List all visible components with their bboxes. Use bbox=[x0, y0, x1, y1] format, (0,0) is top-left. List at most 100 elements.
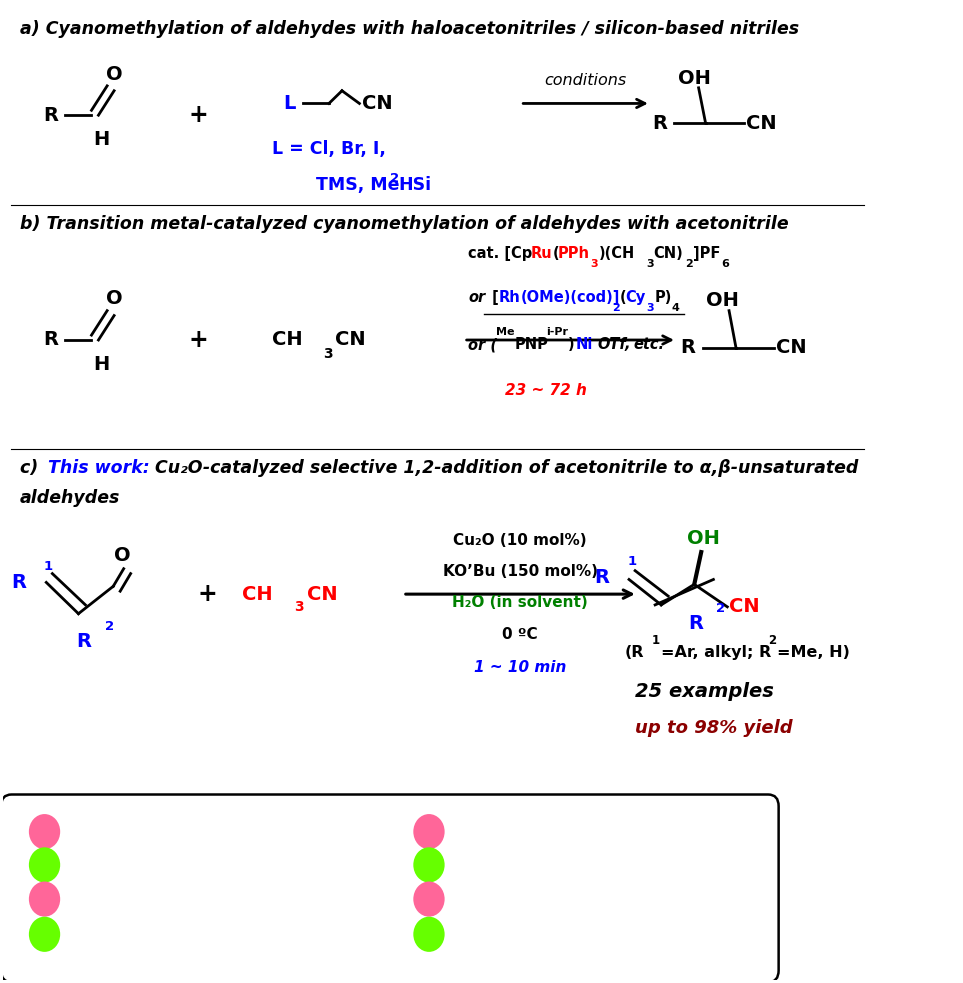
Text: 3: 3 bbox=[646, 303, 654, 313]
Text: (: ( bbox=[619, 290, 626, 306]
Text: 3: 3 bbox=[323, 347, 332, 361]
Text: O: O bbox=[114, 546, 130, 564]
Circle shape bbox=[413, 814, 445, 849]
Circle shape bbox=[413, 847, 445, 883]
Text: OH: OH bbox=[678, 69, 711, 87]
Text: cheap Cu₂O as the catalyst: cheap Cu₂O as the catalyst bbox=[74, 823, 325, 840]
Text: 2: 2 bbox=[105, 620, 114, 633]
Text: CN: CN bbox=[362, 94, 393, 113]
Text: gram-scale synthesis: gram-scale synthesis bbox=[458, 856, 657, 874]
Text: O: O bbox=[106, 65, 122, 84]
Circle shape bbox=[29, 882, 60, 917]
Text: 2: 2 bbox=[768, 634, 776, 647]
Text: P): P) bbox=[654, 290, 671, 306]
Text: OTf,: OTf, bbox=[598, 337, 631, 352]
Text: 4: 4 bbox=[671, 303, 680, 313]
Text: etc.: etc. bbox=[634, 337, 664, 352]
Text: =Me, H): =Me, H) bbox=[777, 645, 849, 661]
Text: R: R bbox=[689, 614, 704, 633]
Text: (OMe)(cod)]: (OMe)(cod)] bbox=[520, 290, 619, 306]
Text: 3: 3 bbox=[590, 259, 598, 268]
Text: [: [ bbox=[487, 290, 499, 306]
Text: phosphine ligand free: phosphine ligand free bbox=[74, 856, 279, 874]
Text: CN: CN bbox=[745, 113, 776, 133]
Text: fast reaction: fast reaction bbox=[458, 890, 579, 908]
Text: H: H bbox=[93, 355, 109, 374]
Text: O: O bbox=[106, 289, 122, 309]
Text: high selectivity: high selectivity bbox=[74, 890, 219, 908]
Text: H: H bbox=[93, 130, 109, 148]
Text: Me: Me bbox=[496, 327, 514, 337]
Text: high efficiency: high efficiency bbox=[74, 925, 212, 944]
Text: R: R bbox=[652, 113, 667, 133]
Circle shape bbox=[29, 814, 60, 849]
Text: aldehydes: aldehydes bbox=[20, 489, 120, 506]
Text: or (: or ( bbox=[468, 337, 497, 352]
FancyBboxPatch shape bbox=[1, 794, 779, 982]
Text: PPh: PPh bbox=[558, 247, 589, 261]
Text: 2: 2 bbox=[612, 303, 620, 313]
Text: OH: OH bbox=[687, 529, 719, 548]
Text: R: R bbox=[43, 330, 58, 350]
Text: a) Cyanomethylation of aldehydes with haloacetonitriles / silicon-based nitriles: a) Cyanomethylation of aldehydes with ha… bbox=[20, 21, 799, 38]
Text: R: R bbox=[76, 631, 91, 651]
Text: )(CH: )(CH bbox=[599, 247, 635, 261]
Text: 6: 6 bbox=[721, 259, 729, 268]
Text: L: L bbox=[284, 94, 296, 113]
Text: (: ( bbox=[553, 247, 560, 261]
Text: CN: CN bbox=[335, 330, 366, 350]
Text: +: + bbox=[197, 582, 217, 607]
Text: 23 ~ 72 h: 23 ~ 72 h bbox=[506, 383, 587, 398]
Text: broad substrate scope: broad substrate scope bbox=[458, 823, 669, 840]
Text: +: + bbox=[189, 103, 208, 127]
Text: CN: CN bbox=[729, 598, 760, 616]
Circle shape bbox=[413, 882, 445, 917]
Text: KO’Bu (150 mol%): KO’Bu (150 mol%) bbox=[443, 564, 598, 579]
Text: CN): CN) bbox=[653, 247, 683, 261]
Text: CN: CN bbox=[776, 338, 807, 357]
Text: TMS, Me: TMS, Me bbox=[316, 176, 400, 194]
Text: ): ) bbox=[568, 337, 575, 352]
Text: 1: 1 bbox=[627, 555, 637, 568]
Circle shape bbox=[413, 917, 445, 952]
Text: HSi: HSi bbox=[399, 176, 431, 194]
Text: (R: (R bbox=[625, 645, 644, 661]
Text: conditions: conditions bbox=[544, 73, 627, 87]
Circle shape bbox=[29, 847, 60, 883]
Text: 1 ~ 10 min: 1 ~ 10 min bbox=[474, 660, 566, 675]
Circle shape bbox=[29, 917, 60, 952]
Text: CH: CH bbox=[242, 585, 273, 604]
Text: R: R bbox=[12, 573, 26, 592]
Text: 3: 3 bbox=[294, 600, 303, 613]
Text: =Ar, alkyl; R: =Ar, alkyl; R bbox=[662, 645, 771, 661]
Text: R: R bbox=[43, 106, 58, 125]
Text: 25 examples: 25 examples bbox=[636, 682, 774, 702]
Text: up to 98% yield: up to 98% yield bbox=[636, 719, 793, 737]
Text: R: R bbox=[594, 568, 609, 587]
Text: Rh: Rh bbox=[499, 290, 520, 306]
Text: Ni: Ni bbox=[576, 337, 593, 352]
Text: 1: 1 bbox=[652, 634, 660, 647]
Text: H₂O (in solvent): H₂O (in solvent) bbox=[453, 596, 588, 610]
Text: CH: CH bbox=[273, 330, 303, 350]
Text: c): c) bbox=[20, 459, 44, 477]
Text: i-Pr: i-Pr bbox=[546, 327, 568, 337]
Text: Cy: Cy bbox=[626, 290, 646, 306]
Text: L = Cl, Br, I,: L = Cl, Br, I, bbox=[273, 140, 386, 157]
Text: ]PF: ]PF bbox=[692, 247, 720, 261]
Text: CN: CN bbox=[307, 585, 338, 604]
Text: R: R bbox=[680, 338, 694, 357]
Text: OH: OH bbox=[706, 291, 739, 311]
Text: 0 ºC: 0 ºC bbox=[503, 627, 538, 642]
Text: Ru: Ru bbox=[531, 247, 553, 261]
Text: Cu₂O (10 mol%): Cu₂O (10 mol%) bbox=[454, 533, 587, 548]
Text: b) Transition metal-catalyzed cyanomethylation of aldehydes with acetonitrile: b) Transition metal-catalyzed cyanomethy… bbox=[20, 215, 789, 233]
Text: or: or bbox=[468, 290, 485, 306]
Text: cat. [Cp: cat. [Cp bbox=[468, 247, 533, 261]
Text: +: + bbox=[189, 328, 208, 352]
Text: 3: 3 bbox=[646, 259, 654, 268]
Text: This work:: This work: bbox=[48, 459, 150, 477]
Text: 1: 1 bbox=[43, 560, 53, 573]
Text: Cu₂O-catalyzed selective 1,2-addition of acetonitrile to α,β-unsaturated: Cu₂O-catalyzed selective 1,2-addition of… bbox=[155, 459, 858, 477]
Text: 2: 2 bbox=[716, 603, 725, 615]
